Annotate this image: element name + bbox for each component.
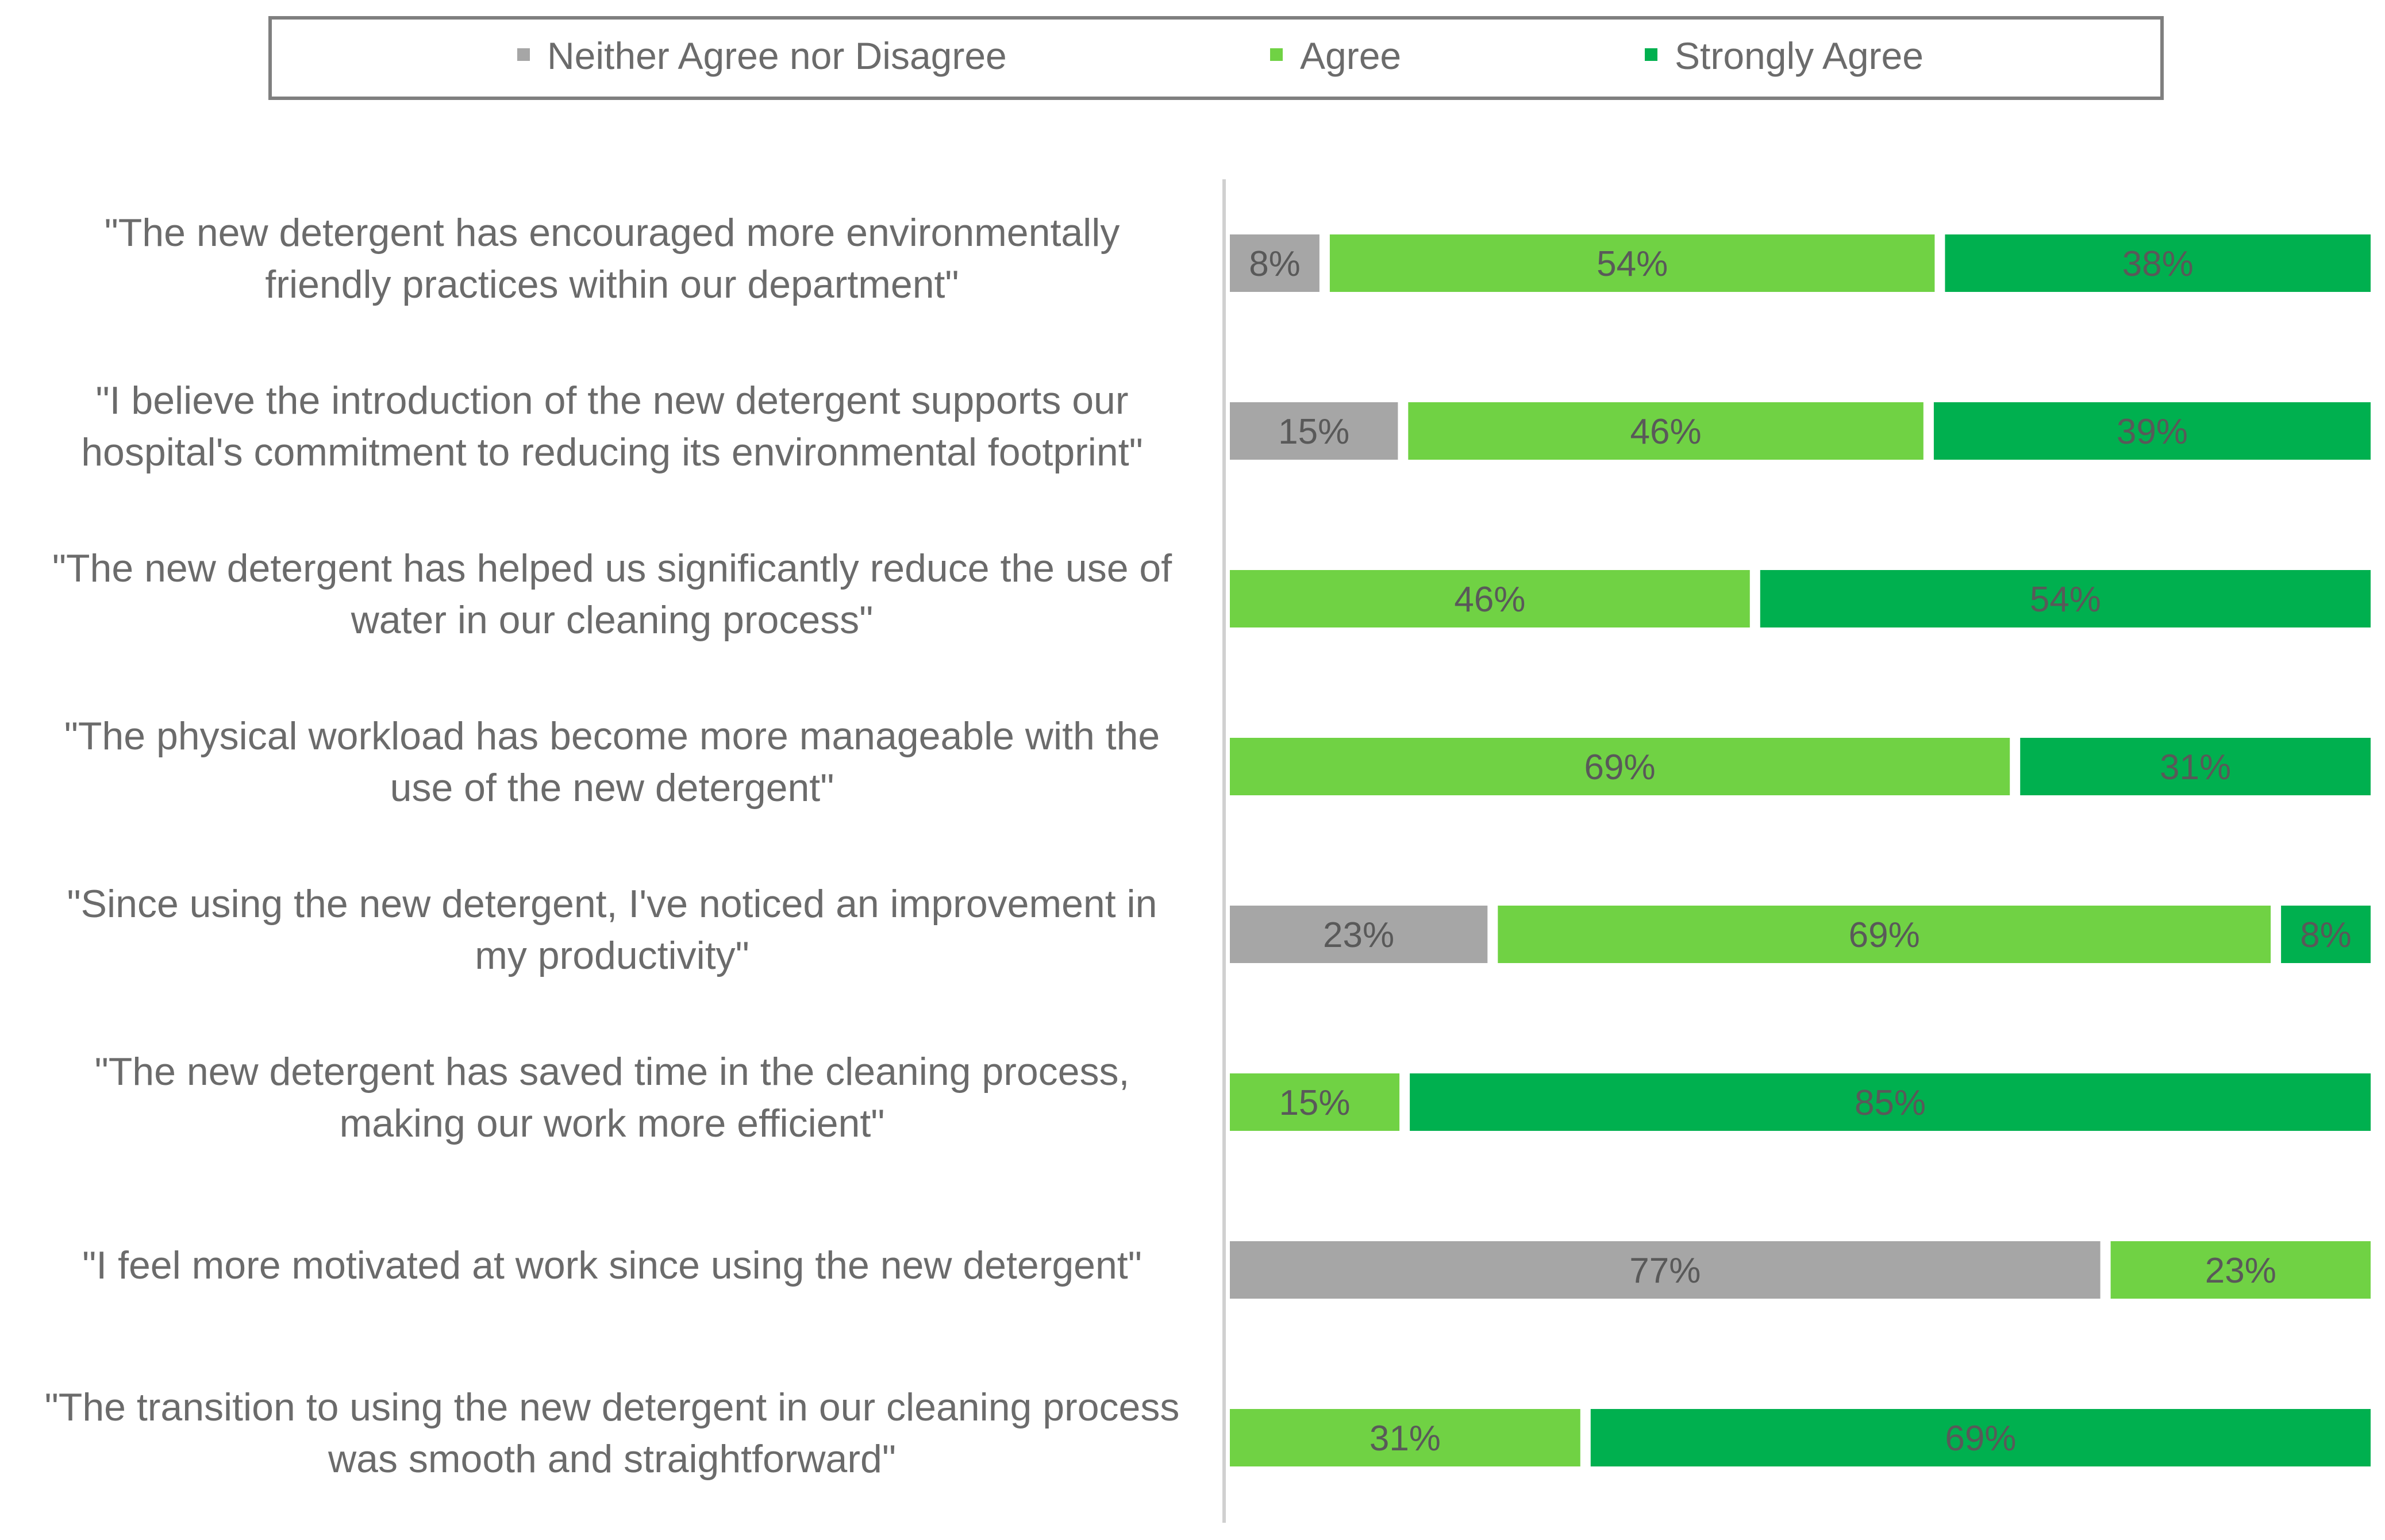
category-label-line: "The physical workload has become more m… — [64, 714, 1160, 758]
bar-agree-row-2 — [1408, 402, 1924, 460]
legend-box — [268, 16, 2164, 100]
bars: 8% 54% 38% 15% 46% 39% 46% 54% 69% 31% 23% 69% 8% 15%… — [1230, 234, 2371, 1466]
bar-neither-agree-nor-disagree-row-5 — [1230, 906, 1488, 963]
category-label-line: "I believe the introduction of the new d… — [95, 379, 1128, 422]
data-label-agree-row-5: 69% — [1849, 915, 1920, 955]
category-label: "The transition to using the new deterge… — [45, 1385, 1180, 1481]
bar-agree-row-5 — [1498, 906, 2271, 963]
data-label-agree-row-7: 23% — [2205, 1251, 2276, 1291]
data-label-agree-row-3: 46% — [1454, 580, 1525, 619]
bar-neither-agree-nor-disagree-row-7 — [1230, 1241, 2101, 1299]
category-label: "I believe the introduction of the new d… — [81, 379, 1143, 474]
category-label-line: "I feel more motivated at work since usi… — [82, 1243, 1142, 1287]
category-label-line: water in our cleaning process" — [351, 598, 874, 642]
category-label: "The new detergent has encouraged more e… — [105, 211, 1120, 306]
data-label-neither-agree-nor-disagree-row-5: 23% — [1323, 915, 1394, 955]
data-label-strongly-agree-row-4: 31% — [2160, 748, 2231, 787]
category-label-line: "The new detergent has helped us signifi… — [52, 546, 1172, 590]
bar-strongly-agree-row-3 — [1760, 570, 2371, 627]
category-label-line: was smooth and straightforward" — [328, 1437, 896, 1481]
category-label-line: "The new detergent has saved time in the… — [95, 1050, 1130, 1094]
bar-agree-row-4 — [1230, 738, 2010, 795]
bar-agree-row-3 — [1230, 570, 1750, 627]
legend-swatch-strongly-agree — [1645, 48, 1657, 61]
legend: Neither Agree nor Disagree Agree Strongly … — [268, 16, 2164, 100]
bar-strongly-agree-row-2 — [1933, 402, 2371, 460]
category-labels: "The new detergent has encouraged more e… — [45, 211, 1180, 1481]
data-label-agree-row-4: 69% — [1584, 748, 1656, 787]
legend-swatch-neither-agree-nor-disagree — [517, 48, 530, 61]
data-label-strongly-agree-row-1: 38% — [2122, 244, 2194, 284]
data-label-strongly-agree-row-3: 54% — [2030, 580, 2101, 619]
bar-agree-row-8 — [1230, 1409, 1580, 1466]
legend-label-strongly-agree: Strongly Agree — [1675, 34, 1924, 77]
data-label-neither-agree-nor-disagree-row-2: 15% — [1278, 412, 1349, 452]
data-label-agree-row-1: 54% — [1597, 244, 1668, 284]
legend-label-neither-agree-nor-disagree: Neither Agree nor Disagree — [547, 34, 1007, 77]
bar-strongly-agree-row-8 — [1590, 1409, 2371, 1466]
data-label-strongly-agree-row-2: 39% — [2117, 412, 2188, 452]
category-label-line: use of the new detergent" — [390, 766, 834, 810]
bar-strongly-agree-row-5 — [2281, 906, 2371, 963]
data-label-neither-agree-nor-disagree-row-7: 77% — [1629, 1251, 1701, 1291]
category-label: "The physical workload has become more m… — [64, 714, 1160, 810]
category-label: "The new detergent has saved time in the… — [95, 1050, 1130, 1145]
data-label-agree-row-8: 31% — [1370, 1419, 1441, 1458]
legend-swatch-agree — [1270, 48, 1283, 61]
category-label-line: hospital's commitment to reducing its en… — [81, 430, 1143, 474]
category-label-line: "The new detergent has encouraged more e… — [105, 211, 1120, 255]
bar-agree-row-7 — [2110, 1241, 2371, 1299]
data-label-agree-row-2: 46% — [1630, 412, 1702, 452]
category-label-line: friendly practices within our department… — [265, 263, 959, 306]
bar-neither-agree-nor-disagree-row-2 — [1230, 402, 1398, 460]
legend-label-agree: Agree — [1300, 34, 1401, 77]
category-label: "The new detergent has helped us signifi… — [52, 546, 1172, 642]
data-label-strongly-agree-row-5: 8% — [2300, 915, 2352, 955]
bar-strongly-agree-row-1 — [1945, 234, 2371, 292]
category-label-line: "The transition to using the new deterge… — [45, 1385, 1180, 1429]
data-label-neither-agree-nor-disagree-row-1: 8% — [1249, 244, 1301, 284]
data-label-strongly-agree-row-6: 85% — [1855, 1083, 1926, 1123]
bar-strongly-agree-row-4 — [2020, 738, 2371, 795]
category-label: "Since using the new detergent, I've not… — [67, 882, 1157, 977]
bar-agree-row-1 — [1329, 234, 1935, 292]
data-label-agree-row-6: 15% — [1279, 1083, 1350, 1123]
bar-neither-agree-nor-disagree-row-1 — [1230, 234, 1320, 292]
category-label-line: my productivity" — [475, 934, 749, 977]
category-label-line: "Since using the new detergent, I've not… — [67, 882, 1157, 926]
category-label: "I feel more motivated at work since usi… — [82, 1243, 1142, 1287]
bar-agree-row-6 — [1230, 1073, 1400, 1131]
bar-strongly-agree-row-6 — [1410, 1073, 2371, 1131]
data-label-strongly-agree-row-8: 69% — [1945, 1419, 2016, 1458]
category-label-line: making our work more efficient" — [340, 1102, 885, 1145]
